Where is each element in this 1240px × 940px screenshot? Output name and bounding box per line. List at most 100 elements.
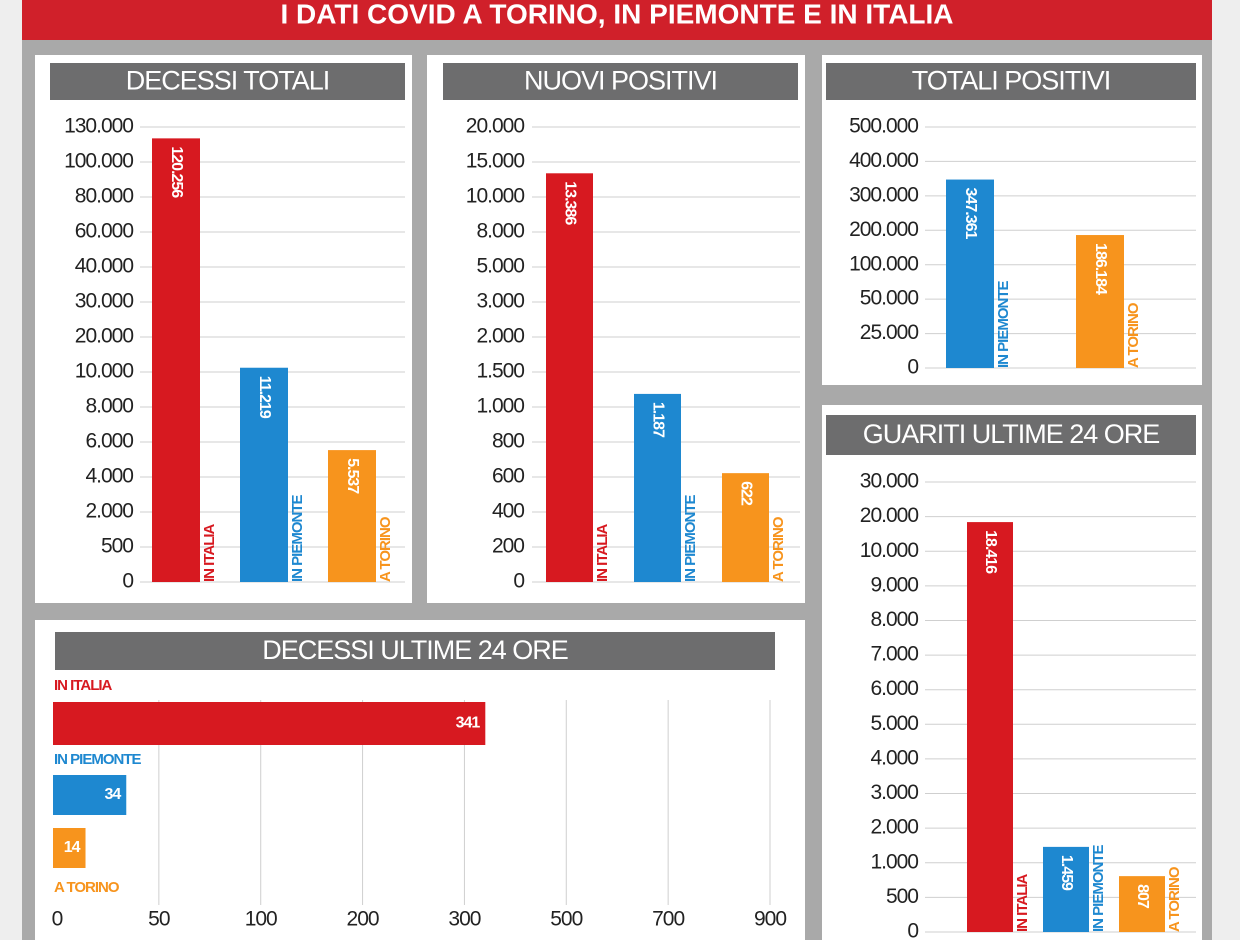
y-tick-label: 0 <box>513 570 524 593</box>
y-tick-label: 200.000 <box>849 218 918 241</box>
y-tick-label: 300.000 <box>849 183 918 206</box>
y-tick-label: 2.000 <box>870 816 918 839</box>
bar <box>546 173 593 582</box>
bar <box>1076 235 1124 368</box>
y-tick-label: 500 <box>886 885 918 908</box>
category-label: A TORINO <box>1166 866 1183 932</box>
y-tick-label: 1.000 <box>476 395 524 418</box>
bar <box>1043 846 1089 932</box>
value-label: 18.416 <box>982 530 999 574</box>
value-label: 5.537 <box>344 458 361 494</box>
y-tick-label: 8.000 <box>870 608 918 631</box>
y-tick-label: 800 <box>492 430 524 453</box>
y-tick-label: 8.000 <box>85 395 133 418</box>
value-label: 186.184 <box>1092 243 1109 295</box>
y-tick-label: 400 <box>492 500 524 523</box>
bar <box>634 393 681 582</box>
bar <box>53 702 486 745</box>
x-tick-label: 900 <box>754 908 786 931</box>
panel-title: NUOVI POSITIVI <box>524 66 717 96</box>
x-tick-label: 500 <box>550 908 582 931</box>
y-tick-label: 15.000 <box>466 150 525 173</box>
y-tick-label: 10.000 <box>466 185 525 208</box>
y-tick-label: 100.000 <box>64 150 133 173</box>
x-tick-label: 0 <box>52 908 63 931</box>
panel-title: TOTALI POSITIVI <box>912 66 1111 96</box>
bar <box>328 450 376 582</box>
panel-title-bar <box>826 415 1196 455</box>
value-label: 13.386 <box>561 181 578 225</box>
y-tick-label: 100.000 <box>849 252 918 275</box>
y-tick-label: 80.000 <box>75 185 134 208</box>
value-label: 622 <box>737 481 754 506</box>
y-tick-label: 1.500 <box>476 360 524 383</box>
y-tick-label: 0 <box>907 920 918 940</box>
y-tick-label: 3.000 <box>476 290 524 313</box>
category-label: IN PIEMONTE <box>289 494 306 582</box>
category-label: IN PIEMONTE <box>682 494 699 582</box>
bar <box>152 138 200 583</box>
y-tick-label: 25.000 <box>860 321 919 344</box>
y-tick-label: 2.000 <box>476 325 524 348</box>
y-tick-label: 60.000 <box>75 220 134 243</box>
y-tick-label: 6.000 <box>85 430 133 453</box>
y-tick-label: 5.000 <box>476 255 524 278</box>
y-tick-label: 200 <box>492 535 524 558</box>
y-tick-label: 20.000 <box>860 504 919 527</box>
y-tick-label: 5.000 <box>870 712 918 735</box>
value-label: 807 <box>1134 884 1151 909</box>
y-tick-label: 2.000 <box>85 500 133 523</box>
panel <box>35 620 805 940</box>
category-label: IN ITALIA <box>594 523 611 582</box>
x-tick-label: 200 <box>347 908 379 931</box>
category-label: A TORINO <box>1125 302 1142 368</box>
y-tick-label: 500 <box>101 535 133 558</box>
bar <box>1119 876 1165 932</box>
y-tick-label: 1.000 <box>870 850 918 873</box>
category-label: IN PIEMONTE <box>1090 844 1107 932</box>
category-label: IN ITALIA <box>201 523 218 582</box>
category-label: IN ITALIA <box>54 677 113 694</box>
panel-title-bar <box>55 632 775 670</box>
category-label: A TORINO <box>54 879 120 896</box>
value-label: 34 <box>104 786 121 803</box>
category-label: IN PIEMONTE <box>54 751 142 768</box>
x-tick-label: 100 <box>245 908 277 931</box>
value-label: 11.219 <box>256 376 273 419</box>
y-tick-label: 3.000 <box>870 781 918 804</box>
value-label: 120.256 <box>168 146 185 198</box>
x-tick-label: 300 <box>448 908 480 931</box>
panel-title-bar <box>826 63 1196 100</box>
value-label: 14 <box>64 839 81 856</box>
y-tick-label: 0 <box>122 570 133 593</box>
y-tick-label: 6.000 <box>870 677 918 700</box>
y-tick-label: 7.000 <box>870 643 918 666</box>
value-label: 347.361 <box>962 188 979 240</box>
panel-title: DECESSI ULTIME 24 ORE <box>262 635 568 665</box>
header-title: I DATI COVID A TORINO, IN PIEMONTE E IN … <box>280 0 953 29</box>
bar <box>240 367 288 582</box>
value-label: 1.187 <box>649 402 666 438</box>
bar <box>946 179 994 368</box>
bar <box>967 522 1013 932</box>
category-label: IN ITALIA <box>1014 873 1031 932</box>
y-tick-label: 30.000 <box>860 470 919 493</box>
y-tick-label: 4.000 <box>85 465 133 488</box>
y-tick-label: 0 <box>907 356 918 379</box>
y-tick-label: 20.000 <box>466 115 525 138</box>
y-tick-label: 400.000 <box>849 149 918 172</box>
panel-title-bar <box>50 63 405 100</box>
y-tick-label: 8.000 <box>476 220 524 243</box>
value-label: 341 <box>456 715 481 732</box>
y-tick-label: 10.000 <box>75 360 134 383</box>
y-tick-label: 40.000 <box>75 255 134 278</box>
bar <box>53 828 86 868</box>
x-tick-label: 700 <box>652 908 684 931</box>
y-tick-label: 50.000 <box>860 287 919 310</box>
bar <box>722 473 769 582</box>
category-label: A TORINO <box>377 516 394 582</box>
y-tick-label: 4.000 <box>870 746 918 769</box>
y-tick-label: 9.000 <box>870 573 918 596</box>
y-tick-label: 130.000 <box>64 115 133 138</box>
y-tick-label: 500.000 <box>849 115 918 138</box>
